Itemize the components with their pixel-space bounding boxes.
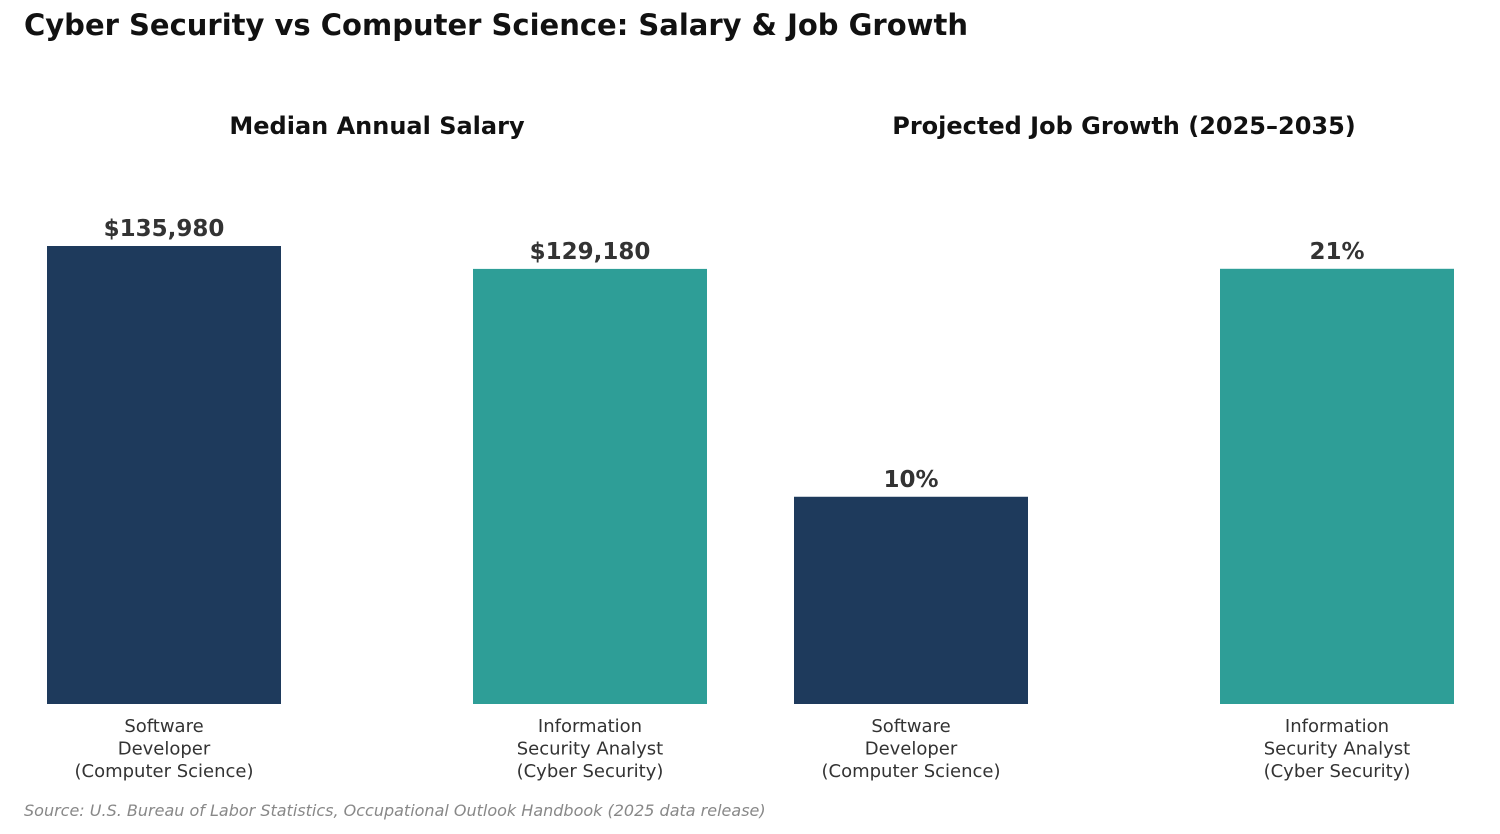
category-label-line: (Computer Science): [74, 761, 253, 782]
category-label-line: Information: [1285, 716, 1389, 737]
panel-2-category-label-1: Software Developer (Computer Science): [821, 716, 1000, 782]
category-label-line: (Computer Science): [821, 761, 1000, 782]
category-label-line: Developer: [865, 739, 958, 760]
panel-2-value-label-2: 21%: [1309, 239, 1364, 265]
category-label-line: Software: [871, 716, 950, 737]
panel-1-title: Median Annual Salary: [229, 112, 525, 140]
panel-1-value-label-1: $135,980: [104, 216, 225, 242]
category-label-line: Security Analyst: [1264, 739, 1410, 760]
chart-title: Cyber Security vs Computer Science: Sala…: [24, 8, 968, 42]
panel-1-bar-1: [47, 246, 281, 704]
category-label-line: (Cyber Security): [1264, 761, 1411, 782]
panel-1-category-label-2: Information Security Analyst (Cyber Securi…: [517, 716, 664, 782]
category-label-line: (Cyber Security): [517, 761, 664, 782]
panel-2-title: Projected Job Growth (2025–2035): [892, 112, 1356, 140]
source-note: Source: U.S. Bureau of Labor Statistics,…: [24, 801, 766, 820]
panel-2-bar-2: [1220, 268, 1454, 704]
panel-1-bar-2: [473, 268, 707, 704]
panel-1-value-label-2: $129,180: [530, 239, 651, 265]
panel-1-category-label-1: Software Developer (Computer Science): [74, 716, 253, 782]
category-label-line: Software: [124, 716, 203, 737]
category-label-line: Developer: [118, 739, 211, 760]
panel-2-category-label-2: Information Security Analyst (Cyber Securi…: [1264, 716, 1411, 782]
panel-2-bar-1: [794, 496, 1028, 704]
category-label-line: Information: [538, 716, 642, 737]
panel-2-value-label-1: 10%: [883, 467, 938, 493]
category-label-line: Security Analyst: [517, 739, 663, 760]
